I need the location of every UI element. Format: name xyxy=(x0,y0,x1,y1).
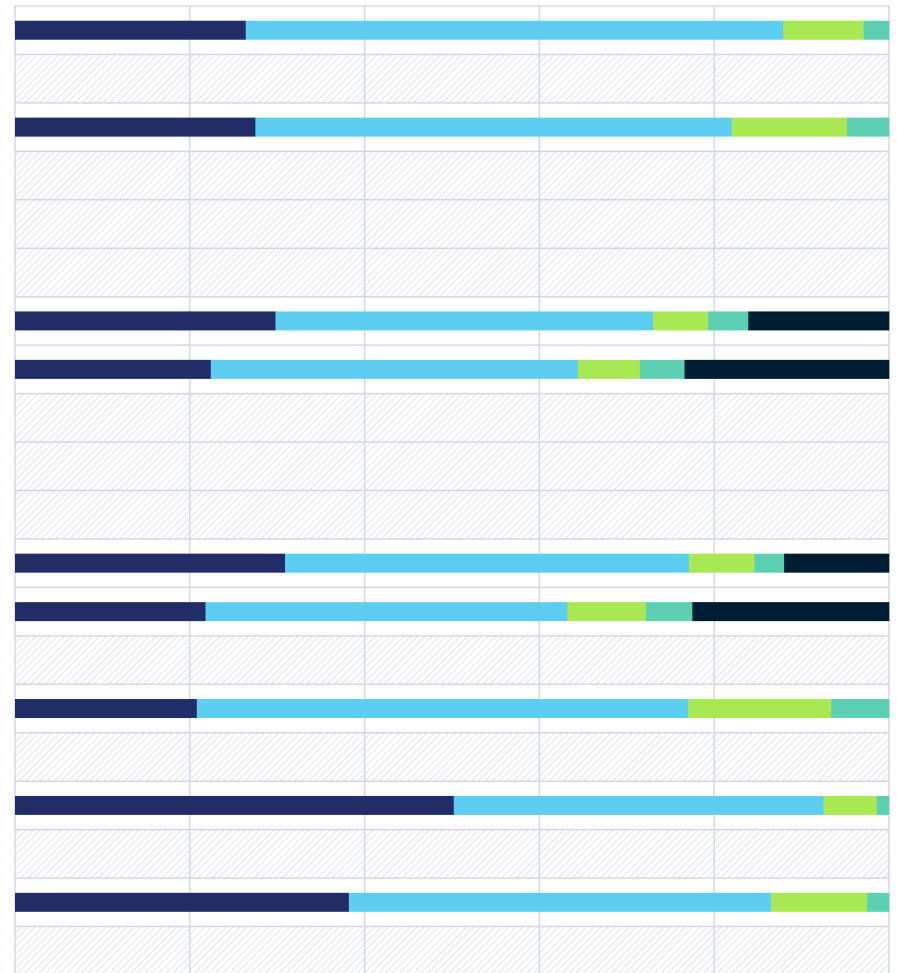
bar-row-12-segment-0 xyxy=(15,602,206,622)
bar-row-18-segment-0 xyxy=(15,892,350,912)
bar-row-18-segment-2 xyxy=(771,892,868,912)
bar-row-2-segment-0 xyxy=(15,117,256,137)
empty-row-13 xyxy=(15,635,889,685)
bar-row-14-segment-2 xyxy=(687,699,832,719)
empty-row-15 xyxy=(15,732,889,782)
grid-layer xyxy=(14,5,890,973)
bar-row-0-segment-0 xyxy=(15,20,247,40)
empty-row-10 xyxy=(15,490,889,539)
bar-row-11-segment-4 xyxy=(784,553,890,573)
bar-row-11-segment-3 xyxy=(754,553,785,573)
bar-row-18-segment-1 xyxy=(348,892,772,912)
bar-row-16-segment-3 xyxy=(876,795,890,815)
empty-row-5 xyxy=(15,248,889,297)
bar-row-6-segment-2 xyxy=(653,311,709,331)
empty-row-19 xyxy=(15,926,889,973)
bar-row-12-segment-2 xyxy=(567,602,647,622)
empty-row-1 xyxy=(15,54,889,103)
bar-row-11-segment-2 xyxy=(688,553,755,573)
empty-row-4 xyxy=(15,199,889,249)
bar-row-12-segment-3 xyxy=(646,602,693,622)
bar-row-0-segment-1 xyxy=(245,20,784,40)
bar-row-7-segment-2 xyxy=(577,359,641,379)
empty-row-9 xyxy=(15,442,889,491)
bar-row-2-segment-1 xyxy=(255,117,732,137)
bar-row-7-segment-0 xyxy=(15,359,212,379)
bar-row-6-segment-4 xyxy=(748,311,890,331)
bar-row-14-segment-0 xyxy=(15,699,198,719)
bar-row-14-segment-3 xyxy=(831,699,890,719)
bar-row-2-segment-2 xyxy=(731,117,848,137)
bar-row-7-segment-4 xyxy=(684,359,890,379)
bar-row-18-segment-3 xyxy=(867,892,890,912)
bar-row-11-segment-0 xyxy=(15,553,286,573)
bar-row-6-segment-3 xyxy=(708,311,749,331)
bar-row-11-segment-1 xyxy=(285,553,690,573)
empty-row-3 xyxy=(15,151,889,200)
empty-row-17 xyxy=(15,829,889,879)
bar-row-16-segment-2 xyxy=(823,795,878,815)
bar-row-14-segment-1 xyxy=(196,699,689,719)
bar-row-7-segment-3 xyxy=(639,359,685,379)
bar-row-7-segment-1 xyxy=(210,359,579,379)
bar-row-6-segment-1 xyxy=(275,311,654,331)
bar-row-16-segment-0 xyxy=(15,795,455,815)
bar-row-2-segment-3 xyxy=(847,117,890,137)
bar-row-0-segment-3 xyxy=(863,20,890,40)
bar-row-16-segment-1 xyxy=(453,795,824,815)
bar-row-12-segment-1 xyxy=(205,602,568,622)
empty-rows-layer xyxy=(15,54,889,973)
bar-row-6-segment-0 xyxy=(15,311,276,331)
bar-row-0-segment-2 xyxy=(783,20,864,40)
bars-layer xyxy=(15,20,890,912)
empty-row-8 xyxy=(15,393,889,443)
bar-row-12-segment-4 xyxy=(692,602,890,622)
